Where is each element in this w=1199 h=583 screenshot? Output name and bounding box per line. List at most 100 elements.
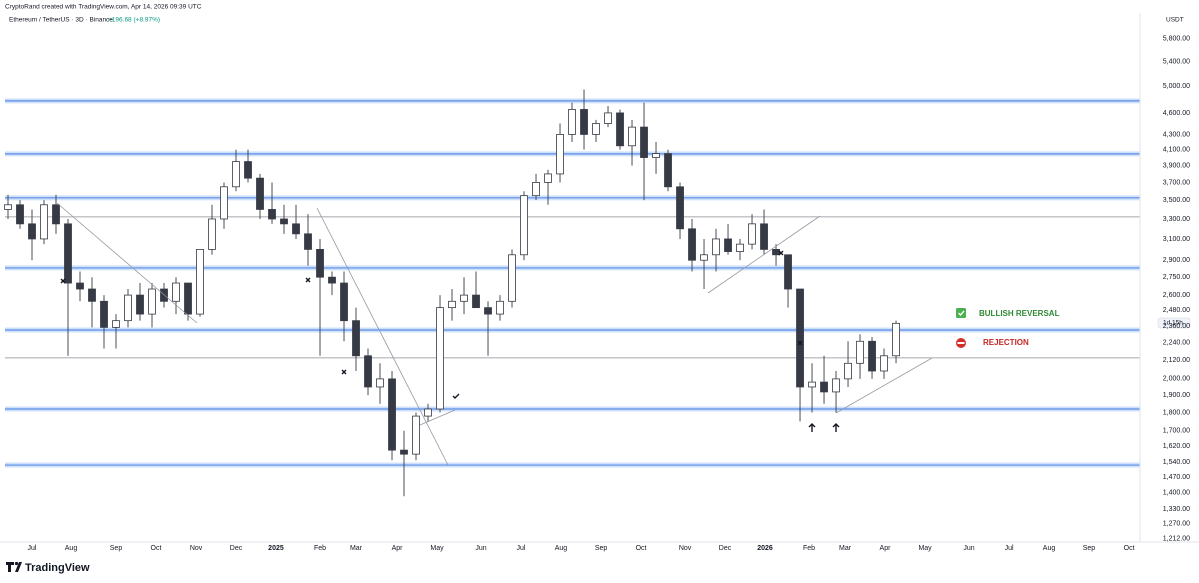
candle-body — [556, 134, 564, 175]
x-tick-label: Sep — [110, 545, 123, 552]
candle-body — [472, 294, 480, 309]
candle-body — [616, 112, 624, 147]
candle-body — [424, 408, 432, 417]
x-tick-label: Jul — [28, 545, 37, 552]
candle-body — [604, 112, 612, 124]
y-tick-label: 3,900.00 — [1163, 162, 1190, 169]
candle-body — [436, 307, 444, 410]
y-tick-label: 1,400.00 — [1163, 490, 1190, 497]
candle-body — [124, 294, 132, 322]
trendlines — [56, 202, 933, 466]
candle-body — [496, 300, 504, 315]
y-tick-label: 1,700.00 — [1163, 428, 1190, 435]
currency: USDT — [1166, 17, 1184, 24]
arrow-up — [808, 423, 816, 432]
candle-body — [412, 415, 420, 455]
countdown-box — [1157, 317, 1191, 329]
x-tick-label: Nov — [190, 545, 203, 552]
candle-body — [244, 161, 252, 179]
candle-body — [292, 223, 300, 235]
y-tick-label: 2,240.00 — [1163, 340, 1190, 347]
candle-body — [892, 322, 900, 357]
candle-body — [280, 218, 288, 225]
x-marker — [305, 277, 311, 283]
candle-body — [196, 249, 204, 315]
candle-body — [772, 249, 780, 256]
y-tick-label: 2,900.00 — [1163, 257, 1190, 264]
y-tick-label: 1,620.00 — [1163, 443, 1190, 450]
x-tick-label: Mar — [350, 545, 363, 552]
candle-body — [796, 288, 804, 388]
y-tick-label: 3,700.00 — [1163, 179, 1190, 186]
x-tick-label: Jul — [517, 545, 526, 552]
candle-body — [232, 161, 240, 188]
y-tick-label: 2,360.00 — [1163, 323, 1190, 330]
candle-body — [364, 355, 372, 388]
candle-body — [760, 223, 768, 250]
candle-body — [628, 126, 636, 147]
candle-body — [676, 186, 684, 230]
y-tick-label: 1,470.00 — [1163, 474, 1190, 481]
x-marker — [341, 369, 347, 375]
y-tick-label: 2,120.00 — [1163, 357, 1190, 364]
candle-body — [592, 123, 600, 135]
symbol: Ethereum / TetherUS · 3D · Binance — [9, 17, 113, 24]
candle-body — [220, 186, 228, 220]
candle-body — [580, 109, 588, 135]
candle-body — [400, 449, 408, 455]
x-tick-label: Aug — [1043, 545, 1056, 552]
candle-body — [316, 249, 324, 278]
x-tick-label: Jun — [963, 545, 974, 552]
trendline — [835, 357, 933, 414]
y-tick-label: 2,600.00 — [1163, 292, 1190, 299]
candle-body — [688, 228, 696, 261]
candle-body — [508, 254, 516, 302]
candle-body — [184, 282, 192, 315]
annotation: BULLISH REVERSAL — [979, 309, 1060, 318]
x-tick-label: Jun — [475, 545, 486, 552]
y-tick-label: 1,330.00 — [1163, 506, 1190, 513]
y-tick-label: 2,000.00 — [1163, 376, 1190, 383]
y-tick-label: 1,800.00 — [1163, 409, 1190, 416]
candle-body — [76, 282, 84, 290]
x-tick-label: May — [918, 545, 932, 552]
y-tick-label: 5,400.00 — [1163, 59, 1190, 66]
candle-body — [28, 223, 36, 240]
x-tick-label: Apr — [880, 545, 892, 552]
candle-body — [172, 282, 180, 302]
y-tick-label: 4,300.00 — [1163, 131, 1190, 138]
check-icon — [956, 308, 966, 318]
y-tick-label: 1,540.00 — [1163, 459, 1190, 466]
candle-body — [448, 300, 456, 309]
candle-body — [724, 238, 732, 252]
check-icon-mark — [958, 310, 965, 317]
y-tick-label: 4,100.00 — [1163, 147, 1190, 154]
markers — [60, 250, 840, 432]
x-tick-label: Feb — [314, 545, 326, 552]
candle-body — [784, 254, 792, 290]
candle-body — [376, 378, 384, 388]
y-tick-label: 2,750.00 — [1163, 274, 1190, 281]
candle-body — [328, 276, 336, 284]
candle-body — [880, 355, 888, 372]
check-marker — [452, 393, 460, 399]
candle-body — [868, 340, 876, 372]
y-tick-label: 1,212.00 — [1163, 536, 1190, 543]
candle-body — [700, 254, 708, 261]
trendline — [707, 215, 821, 294]
candle-body — [64, 223, 72, 284]
y-tick-label: 4,600.00 — [1163, 110, 1190, 117]
candle-body — [16, 204, 24, 225]
candle-body — [52, 204, 60, 225]
candle-body — [208, 218, 216, 250]
x-tick-label: Apr — [392, 545, 404, 552]
trendline — [419, 409, 456, 426]
countdown: 1d 15h — [1163, 320, 1183, 327]
x-marker — [797, 340, 803, 346]
candle-body — [736, 243, 744, 252]
plot-area — [4, 89, 1140, 497]
candle-body — [832, 378, 840, 393]
x-tick-label: Jul — [1005, 545, 1014, 552]
y-tick-label: 1,900.00 — [1163, 392, 1190, 399]
